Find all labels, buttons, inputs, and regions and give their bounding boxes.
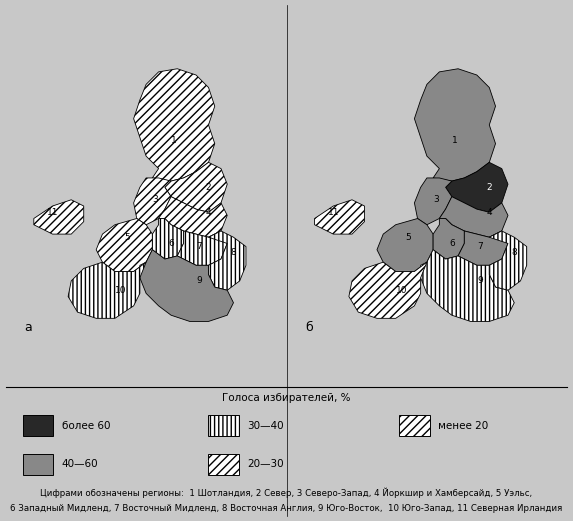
Text: 9: 9 <box>477 277 483 286</box>
Polygon shape <box>140 250 233 321</box>
Text: 7: 7 <box>477 242 483 251</box>
Polygon shape <box>315 200 364 234</box>
Text: 3: 3 <box>433 195 439 204</box>
Bar <box>22 454 53 475</box>
Polygon shape <box>165 163 227 212</box>
Bar <box>208 415 239 436</box>
Bar <box>22 415 53 436</box>
Polygon shape <box>439 196 508 237</box>
Text: 7: 7 <box>197 242 202 251</box>
Polygon shape <box>414 69 496 181</box>
Polygon shape <box>446 163 508 212</box>
Polygon shape <box>349 262 427 318</box>
Text: 8: 8 <box>511 249 517 257</box>
Polygon shape <box>68 262 146 318</box>
Text: 5: 5 <box>405 233 411 242</box>
Polygon shape <box>414 178 452 225</box>
Text: 3: 3 <box>152 195 158 204</box>
Text: 11: 11 <box>47 208 58 217</box>
Text: 10: 10 <box>115 286 127 295</box>
Text: 40—60: 40—60 <box>62 459 99 469</box>
Text: 30—40: 30—40 <box>247 420 284 430</box>
Text: 2: 2 <box>486 183 492 192</box>
Text: Цифрами обозначены регионы:  1 Шотландия, 2 Север, 3 Северо-Запад, 4 Йоркшир и Х: Цифрами обозначены регионы: 1 Шотландия,… <box>41 487 532 498</box>
Text: 5: 5 <box>124 233 130 242</box>
Text: 4: 4 <box>206 208 211 217</box>
Text: Голоса избирателей, %: Голоса избирателей, % <box>222 393 351 403</box>
Text: 6: 6 <box>168 239 174 248</box>
Polygon shape <box>152 218 183 259</box>
Text: 9: 9 <box>197 277 202 286</box>
Text: 10: 10 <box>396 286 407 295</box>
Polygon shape <box>489 231 527 290</box>
Text: а: а <box>25 321 32 334</box>
Text: более 60: более 60 <box>62 420 111 430</box>
Polygon shape <box>96 218 152 271</box>
Polygon shape <box>458 231 508 265</box>
Text: 2: 2 <box>206 183 211 192</box>
Text: 20—30: 20—30 <box>247 459 284 469</box>
Polygon shape <box>159 196 227 237</box>
Text: 6 Западный Мидленд, 7 Восточный Мидленд, 8 Восточная Англия, 9 Юго-Восток,  10 Ю: 6 Западный Мидленд, 7 Восточный Мидленд,… <box>10 504 563 513</box>
Polygon shape <box>433 218 464 259</box>
Polygon shape <box>177 231 227 265</box>
Polygon shape <box>34 200 84 234</box>
Polygon shape <box>421 250 514 321</box>
Text: 1: 1 <box>452 136 458 145</box>
Text: менее 20: менее 20 <box>438 420 488 430</box>
Polygon shape <box>134 69 215 181</box>
Polygon shape <box>134 178 171 225</box>
Bar <box>399 415 430 436</box>
Text: 6: 6 <box>449 239 455 248</box>
Bar <box>208 454 239 475</box>
Text: 8: 8 <box>230 249 236 257</box>
Text: б: б <box>305 321 313 334</box>
Polygon shape <box>377 218 433 271</box>
Text: 1: 1 <box>171 136 177 145</box>
Polygon shape <box>209 231 246 290</box>
Text: 4: 4 <box>486 208 492 217</box>
Text: 11: 11 <box>328 208 339 217</box>
